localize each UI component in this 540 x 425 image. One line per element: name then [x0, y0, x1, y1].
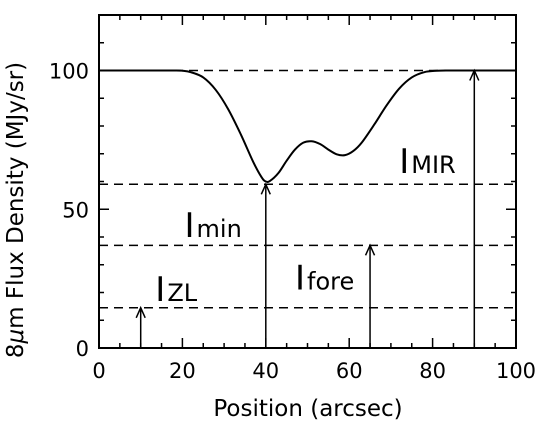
annotation-mir: IMIR [399, 142, 456, 182]
annotation-main: I [295, 259, 305, 299]
y-tick-label: 100 [49, 60, 89, 84]
flux-profile-line [98, 69, 516, 183]
annotation-main: I [184, 206, 194, 246]
arrow-head-1 [260, 182, 271, 195]
y-axis-label-mu: μ [3, 329, 29, 345]
annotation-main: I [399, 142, 409, 182]
x-tick-label: 100 [496, 359, 536, 383]
y-axis-label-rest: m Flux Density (MJy/sr) [3, 62, 29, 329]
arrow-head-2 [364, 243, 376, 256]
x-tick-label: 40 [252, 359, 279, 383]
arrow-head-3 [469, 68, 480, 81]
annotation-subscript: min [197, 215, 242, 243]
x-tick-label: 60 [336, 359, 363, 383]
annotation-subscript: fore [307, 268, 354, 296]
arrows [135, 68, 480, 348]
y-tick-labels: 0 50 100 [49, 60, 89, 362]
y-axis-label: 8μm Flux Density (MJy/sr) [3, 62, 29, 358]
annotation-fore: Ifore [295, 259, 354, 299]
arrow-head-0 [135, 305, 146, 319]
annotation-subscript: ZL [167, 279, 197, 307]
annotation-zl: IZL [155, 270, 197, 310]
axis-ticks [98, 14, 517, 349]
annotation-subscript: MIR [411, 151, 455, 179]
x-axis-label: Position (arcsec) [213, 396, 402, 422]
annotation-main: I [155, 270, 165, 310]
y-axis-label-prefix: 8 [3, 343, 29, 358]
x-tick-labels: 0 20 40 60 80 100 [92, 359, 536, 383]
x-tick-label: 80 [419, 359, 446, 383]
x-tick-label: 0 [92, 359, 105, 383]
x-tick-label: 20 [169, 359, 196, 383]
y-tick-label: 50 [62, 198, 89, 222]
y-tick-label: 0 [76, 337, 89, 361]
annotation-min: Imin [184, 206, 241, 246]
